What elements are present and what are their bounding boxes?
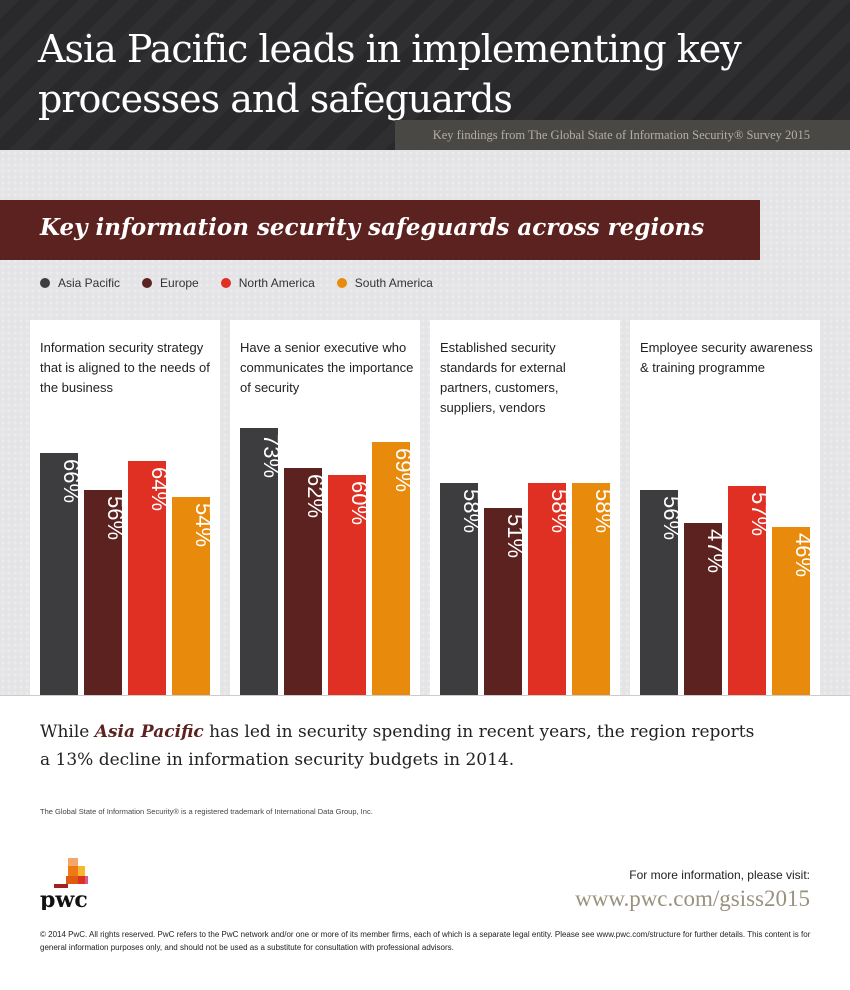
- legend-dot: [142, 278, 153, 288]
- chart-panel: Employee security awareness & training p…: [630, 320, 820, 695]
- bar: 47%: [684, 522, 728, 695]
- website-link[interactable]: www.pwc.com/gsiss2015: [575, 886, 810, 911]
- data-label: 73%: [259, 433, 284, 478]
- category-label: Information security strategy that is al…: [40, 340, 210, 395]
- bar: 73%: [240, 427, 284, 695]
- data-label: 47%: [703, 528, 728, 574]
- data-label: 58%: [591, 488, 616, 533]
- bar: 66%: [40, 453, 84, 695]
- category-label: Have a senior executive who communicates…: [240, 340, 414, 395]
- chart-panel: Information security strategy that is al…: [30, 320, 220, 695]
- data-label: 62%: [303, 474, 328, 519]
- data-label: 64%: [147, 466, 172, 511]
- bar: 51%: [484, 508, 528, 695]
- header: Asia Pacific leads in implementing key pr…: [0, 0, 850, 150]
- note: While Asia Pacific has led in security s…: [40, 722, 755, 770]
- bar: 58%: [528, 482, 572, 695]
- category-label: Employee security awareness & training p…: [640, 340, 813, 375]
- data-label: 66%: [59, 459, 84, 504]
- data-label: 54%: [191, 503, 216, 548]
- data-label: 56%: [103, 496, 128, 541]
- legend-dot: [336, 278, 347, 288]
- data-label: 58%: [547, 488, 572, 533]
- legend-item: South America: [336, 276, 433, 290]
- legend-item: Europe: [142, 276, 199, 290]
- bar: 58%: [440, 482, 484, 695]
- copyright: © 2014 PwC. All rights reserved. PwC ref…: [40, 930, 811, 952]
- bar: 58%: [572, 482, 616, 695]
- legend-dot: [220, 278, 231, 288]
- bar: 54%: [172, 497, 216, 695]
- legend-label: Europe: [160, 276, 199, 290]
- bar: 56%: [84, 490, 128, 695]
- legend-label: Asia Pacific: [58, 276, 121, 290]
- bar: 57%: [728, 486, 772, 695]
- baseline: [0, 695, 850, 696]
- category-label: Established security standards for exter…: [440, 340, 566, 415]
- bar: 46%: [772, 526, 816, 695]
- logo-text: pwc: [40, 887, 88, 910]
- data-label: 46%: [791, 532, 816, 577]
- more-info-label: For more information, please visit:: [629, 868, 810, 882]
- subtitle: Key findings from The Global State of In…: [395, 120, 850, 150]
- data-label: 58%: [459, 488, 484, 533]
- trademark-note: The Global State of Information Security…: [40, 807, 373, 816]
- bar: 62%: [284, 468, 328, 695]
- data-label: 56%: [659, 496, 684, 541]
- page-title: Asia Pacific leads in implementing key pr…: [38, 27, 742, 121]
- data-label: 69%: [391, 448, 416, 493]
- chart-title: Key information security safeguards acro…: [0, 200, 760, 260]
- chart-panel: Established security standards for exter…: [430, 320, 620, 695]
- legend-label: South America: [354, 276, 433, 290]
- data-label: 60%: [347, 481, 372, 526]
- bar: 56%: [640, 490, 684, 695]
- legend-item: Asia Pacific: [40, 276, 120, 290]
- chart-panel: Have a senior executive who communicates…: [230, 320, 420, 695]
- legend-item: North America: [220, 276, 315, 290]
- bar: 60%: [328, 475, 372, 695]
- legend-label: North America: [238, 276, 315, 290]
- legend: Asia Pacific Europe North America South Ame…: [40, 276, 433, 290]
- data-label: 51%: [503, 514, 528, 559]
- data-label: 57%: [747, 492, 772, 537]
- bar: 64%: [128, 460, 172, 695]
- legend-dot: [40, 278, 50, 288]
- pwc-logo: pwc: [40, 858, 110, 915]
- bar: 69%: [372, 442, 416, 695]
